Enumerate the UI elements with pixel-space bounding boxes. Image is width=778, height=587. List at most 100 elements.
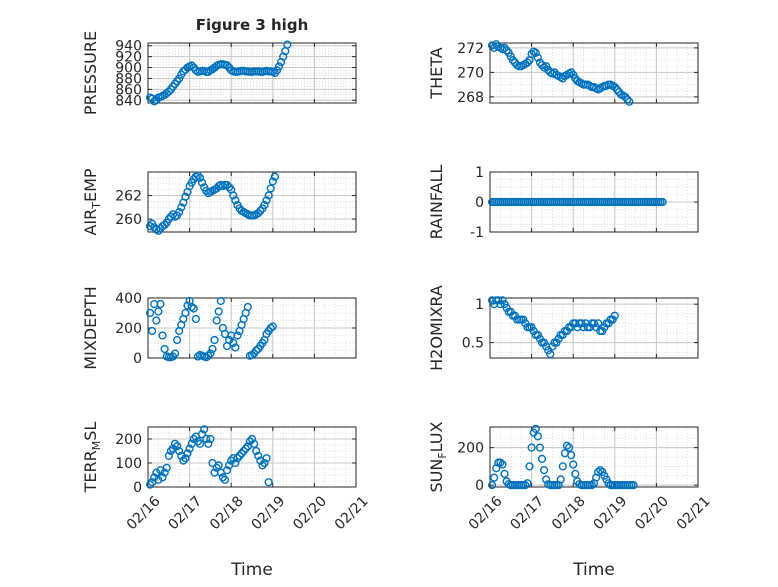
data-point	[193, 171, 203, 180]
data-point	[523, 479, 532, 488]
y-axis-label: TERRMSL	[81, 422, 103, 494]
data-point	[222, 466, 232, 475]
data-point	[531, 48, 540, 57]
data-point	[523, 58, 532, 67]
y-tick-label: 260	[115, 212, 142, 228]
y-tick-label: 0	[133, 480, 142, 496]
y-tick-label: 940	[115, 39, 142, 55]
data-point	[533, 53, 542, 62]
data-point	[150, 473, 159, 482]
axes-box	[489, 297, 699, 359]
data-point	[558, 462, 567, 471]
data-point	[154, 226, 163, 235]
data-point	[542, 475, 551, 484]
data-point	[569, 460, 578, 469]
data-point	[177, 203, 186, 212]
x-tick-label: 02/21	[674, 493, 714, 533]
data-point	[262, 196, 271, 205]
data-point	[154, 307, 163, 316]
data-point	[175, 446, 184, 456]
data-point	[254, 451, 263, 460]
data-point	[235, 451, 244, 460]
data-point	[145, 480, 155, 489]
y-tick-label: -1	[470, 225, 484, 241]
data-point	[247, 350, 257, 360]
data-point	[160, 344, 169, 354]
data-point	[270, 172, 279, 181]
y-tick-label: 1	[475, 297, 484, 313]
data-point	[160, 220, 169, 230]
x-tick-label: 02/17	[165, 493, 205, 533]
data-point	[189, 434, 198, 444]
data-point	[500, 469, 509, 478]
data-point	[189, 304, 198, 313]
data-point	[183, 449, 192, 458]
data-point	[148, 326, 157, 336]
data-point	[204, 351, 213, 360]
data-point	[266, 323, 275, 333]
subplot-air-temp: 260 262 AIRTEMP	[81, 168, 357, 236]
x-tick-label: 02/18	[207, 493, 247, 533]
data-point	[145, 222, 155, 231]
data-point	[527, 443, 536, 452]
data-point	[218, 473, 227, 482]
data-point	[181, 308, 190, 318]
data-point	[658, 197, 667, 207]
subplot-theta: 268 270 272 THETA	[427, 40, 699, 106]
data-point	[164, 451, 173, 460]
data-point	[170, 349, 180, 358]
data-point	[531, 424, 540, 433]
y-tick-label: 200	[115, 321, 142, 337]
data-point	[231, 343, 240, 352]
data-point	[262, 454, 271, 463]
subplot-mixdepth: 0 200 400 MIXDEPTH	[81, 286, 357, 370]
data-point	[539, 466, 549, 475]
y-tick-label: 1	[475, 165, 484, 181]
data-point	[247, 434, 257, 444]
data-point	[202, 434, 211, 444]
data-point	[191, 314, 200, 324]
data-point	[596, 466, 605, 475]
data-point	[233, 454, 242, 463]
data-point	[233, 331, 242, 340]
data-point	[587, 481, 597, 490]
data-point	[629, 481, 638, 490]
data-point	[535, 443, 545, 452]
y-tick-label: 100	[115, 456, 142, 472]
data-point	[214, 461, 223, 470]
y-tick-label: 0	[475, 195, 484, 211]
data-point	[537, 60, 547, 70]
data-point	[610, 311, 619, 320]
data-point	[612, 85, 621, 94]
data-point	[243, 302, 252, 312]
data-point	[487, 481, 497, 490]
y-axis-label: AIRTEMP	[81, 168, 103, 235]
data-point	[185, 444, 194, 453]
axes-box	[489, 42, 699, 104]
y-tick-label: 268	[457, 90, 484, 106]
data-point	[266, 184, 275, 193]
data-point	[206, 434, 215, 444]
data-point	[173, 335, 182, 345]
data-point	[154, 475, 163, 484]
x-tick-label: 02/19	[249, 493, 289, 533]
data-point	[222, 61, 232, 70]
x-tick-label: 02/21	[332, 493, 372, 533]
y-axis-label: PRESSURE	[81, 31, 100, 115]
data-point	[625, 97, 634, 106]
data-point	[181, 454, 190, 463]
y-tick-label: 860	[115, 82, 142, 98]
data-point	[200, 425, 209, 434]
data-point	[537, 454, 547, 463]
data-point	[181, 192, 190, 201]
x-tick-label: 02/16	[124, 493, 164, 533]
data-point	[252, 446, 261, 456]
data-point	[256, 206, 265, 215]
subplot-rainfall: -1 0 1 RAINFALL	[427, 165, 699, 241]
data-point	[158, 473, 167, 482]
data-point	[283, 40, 292, 49]
data-point	[274, 62, 284, 71]
data-point	[254, 209, 263, 218]
